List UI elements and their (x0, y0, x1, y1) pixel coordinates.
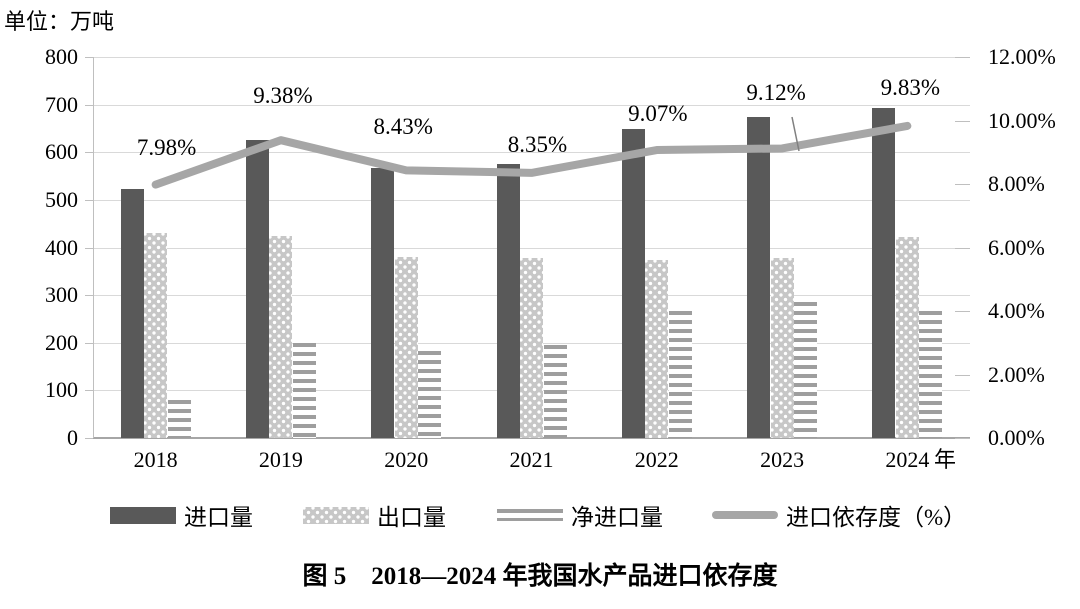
gridline (93, 199, 970, 201)
legend-label: 出口量 (377, 505, 446, 530)
gridline (93, 104, 970, 106)
left-axis-tick (85, 152, 93, 154)
legend-item-net-import: 净进口量 (497, 498, 663, 532)
bar-出口量-2018 (144, 232, 168, 438)
right-axis-tick (955, 311, 970, 312)
x-axis-label-2022: 2022 (634, 447, 679, 472)
left-axis-tick-label: 0 (67, 425, 78, 450)
dependency-point-label-2022: 9.07% (628, 101, 688, 127)
bar-进口量-2021 (496, 163, 520, 438)
x-axis-label-2021: 2021 (509, 447, 554, 472)
right-axis-tick-label: 6.00% (988, 234, 1045, 260)
y-axis-line (93, 57, 94, 438)
right-axis-tick-label: 4.00% (988, 298, 1045, 323)
dependency-point-label-2020: 8.43% (373, 114, 433, 140)
dependency-point-label-2023: 9.12% (746, 80, 806, 106)
left-axis-tick (85, 247, 93, 249)
bar-进口量-2019 (245, 139, 269, 438)
legend-item-export: 出口量 (303, 498, 446, 532)
left-axis-tick (85, 342, 93, 344)
import-bar-swatch-icon (110, 506, 176, 524)
left-axis-tick-label: 800 (45, 44, 78, 69)
dependency-point-label-2019: 9.38% (253, 83, 313, 109)
legend-item-dependency: 进口依存度（%） (712, 498, 966, 532)
bar-出口量-2021 (520, 257, 543, 438)
right-axis-tick (955, 438, 970, 439)
bar-净进口量-2023 (794, 302, 818, 438)
right-axis-tick-label: 2.00% (988, 361, 1045, 387)
bar-出口量-2023 (770, 258, 794, 438)
x-axis-label-2024: 2024 (885, 447, 930, 472)
legend-item-import: 进口量 (110, 498, 253, 532)
bar-出口量-2022 (645, 259, 669, 438)
bar-出口量-2020 (394, 256, 418, 438)
bar-进口量-2018 (120, 188, 144, 438)
dependency-line-swatch-icon (712, 511, 778, 519)
left-axis-tick-label: 100 (45, 377, 78, 403)
legend-label: 净进口量 (571, 505, 663, 530)
bar-进口量-2020 (371, 168, 395, 438)
export-bar-swatch-icon (303, 506, 369, 524)
left-axis-tick (85, 295, 93, 297)
left-axis-tick-label: 400 (45, 234, 78, 260)
right-axis-tick-label: 12.00% (988, 44, 1056, 69)
right-axis-tick (955, 184, 970, 185)
x-axis-label-2019: 2019 (258, 447, 303, 472)
unit-label: 单位：万吨 (4, 9, 115, 34)
legend-label: 进口量 (184, 505, 253, 530)
bar-净进口量-2022 (668, 310, 692, 438)
right-axis-tick (955, 374, 970, 376)
bar-进口量-2023 (747, 117, 771, 438)
x-axis-unit-label: 年 (934, 447, 957, 472)
right-axis-tick-label: 8.00% (988, 171, 1045, 196)
left-axis-tick-label: 500 (45, 186, 78, 212)
bar-净进口量-2018 (167, 400, 191, 438)
bar-进口量-2022 (621, 129, 645, 438)
bar-净进口量-2021 (543, 344, 567, 438)
left-axis-tick (85, 390, 93, 392)
left-axis-tick (85, 438, 93, 439)
dependency-point-label-2024: 9.83% (880, 74, 941, 100)
dependency-point-label-2021: 8.35% (507, 131, 568, 157)
left-axis-tick (85, 199, 93, 201)
x-axis-line (93, 437, 970, 439)
x-axis-label-2018: 2018 (133, 447, 178, 472)
left-axis-tick (85, 57, 93, 58)
left-axis-tick-label: 300 (45, 282, 78, 308)
x-axis-label-2020: 2020 (384, 447, 429, 472)
dependency-point-label-2018: 7.98% (136, 134, 197, 160)
bar-净进口量-2019 (292, 342, 316, 438)
bar-出口量-2024 (895, 236, 919, 438)
right-axis-tick (955, 57, 970, 58)
bar-净进口量-2024 (919, 310, 943, 438)
bar-进口量-2024 (872, 107, 896, 438)
legend-label: 进口依存度（%） (786, 505, 967, 530)
bar-出口量-2019 (269, 235, 293, 438)
gridline (93, 57, 970, 58)
label-leader-line (791, 116, 800, 152)
figure-caption: 图 5 2018—2024 年我国水产品进口依存度 (302, 563, 778, 590)
left-axis-tick-label: 600 (45, 139, 78, 165)
left-axis-tick (85, 104, 93, 106)
chart-legend: 进口量 出口量 净进口量 进口依存度（%） (0, 498, 1080, 532)
left-axis-tick-label: 200 (45, 329, 78, 355)
right-axis-tick-label: 0.00% (988, 425, 1045, 450)
net-import-bar-swatch-icon (497, 509, 563, 521)
bar-净进口量-2020 (418, 350, 442, 438)
gridline (93, 247, 970, 249)
right-axis-tick-label: 10.00% (988, 107, 1056, 133)
right-axis-tick (955, 120, 970, 122)
left-axis-tick-label: 700 (45, 91, 78, 117)
x-axis-label-2023: 2023 (760, 447, 805, 472)
right-axis-tick (955, 247, 970, 249)
